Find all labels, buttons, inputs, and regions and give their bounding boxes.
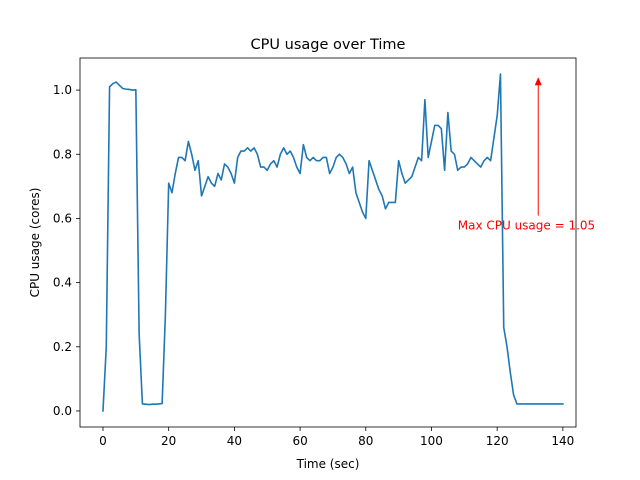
x-tick-label: 20 <box>161 434 176 448</box>
x-tick-label: 100 <box>420 434 443 448</box>
x-tick-label: 40 <box>227 434 242 448</box>
annotation-group: Max CPU usage = 1.05 <box>458 77 595 233</box>
y-tick-label: 0.6 <box>53 211 72 225</box>
annotation-text: Max CPU usage = 1.05 <box>458 219 595 233</box>
x-tick-label: 80 <box>358 434 373 448</box>
y-tick-label: 0.2 <box>53 340 72 354</box>
y-axis-label: CPU usage (cores) <box>28 188 42 298</box>
x-axis-label: Time (sec) <box>296 457 360 471</box>
y-tick-label: 0.8 <box>53 147 72 161</box>
x-tick-label: 140 <box>551 434 574 448</box>
series-group <box>102 73 564 412</box>
y-tick-label: 0.4 <box>53 276 72 290</box>
annotation-arrow-head <box>534 77 542 86</box>
ticks-group: 0 20 40 60 80 100 120 140 0.0 0.2 0.4 0.6 0.8 1.0 <box>53 83 574 448</box>
x-tick-label: 120 <box>486 434 509 448</box>
chart-title: CPU usage over Time <box>251 37 406 53</box>
plot-frame <box>79 57 577 428</box>
y-tick-label: 1.0 <box>53 83 72 97</box>
y-tick-label: 0.0 <box>53 404 72 418</box>
x-tick-label: 60 <box>292 434 307 448</box>
x-tick-label: 0 <box>99 434 107 448</box>
series-line <box>102 73 564 412</box>
